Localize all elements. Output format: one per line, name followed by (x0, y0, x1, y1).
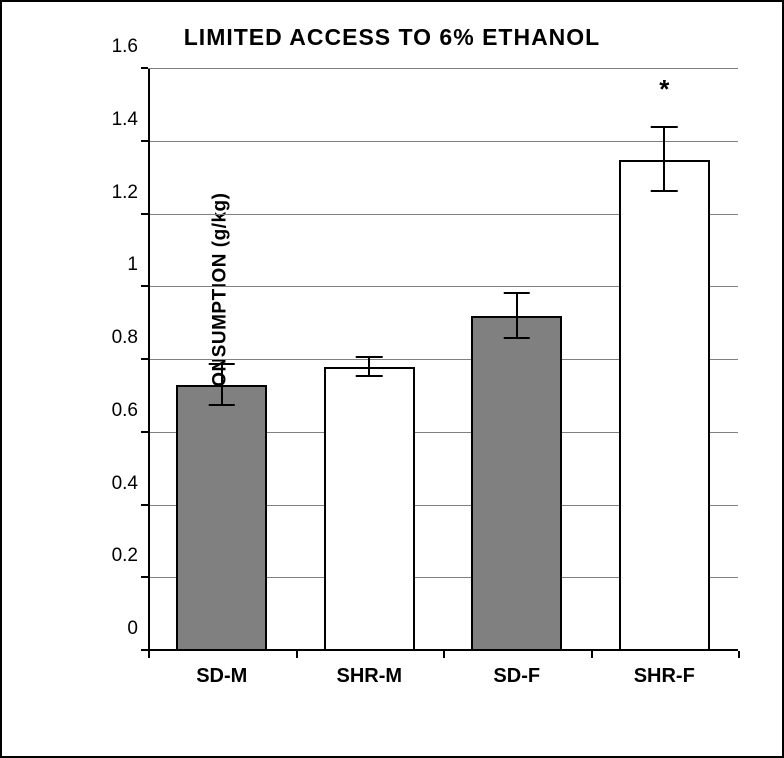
x-tick-mark (443, 651, 445, 658)
y-tick-mark (141, 431, 148, 433)
y-tick-label: 0.2 (112, 545, 138, 567)
error-bar-cap (651, 126, 678, 128)
x-category-label: SHR-F (634, 665, 695, 688)
x-tick-mark (738, 651, 740, 658)
y-tick-label: 0.6 (112, 400, 138, 422)
plot-area: 00.20.40.60.811.21.41.6SD-MSHR-MSD-FSHR-… (148, 69, 738, 651)
y-tick-label: 1.4 (112, 109, 138, 131)
bar (471, 316, 562, 651)
error-bar-stem (663, 128, 665, 191)
error-bar-stem (221, 365, 223, 406)
error-bar-cap (208, 404, 235, 406)
grid-line (148, 68, 738, 69)
significance-marker: * (659, 74, 669, 105)
y-tick-mark (141, 285, 148, 287)
y-tick-mark (141, 140, 148, 142)
chart-frame: LIMITED ACCESS TO 6% ETHANOL MEAN ETHANO… (0, 0, 784, 758)
grid-line (148, 141, 738, 142)
error-bar-cap (503, 292, 530, 294)
y-tick-label: 0.4 (112, 473, 138, 495)
y-tick-mark (141, 67, 148, 69)
y-tick-label: 1.6 (112, 36, 138, 58)
y-tick-mark (141, 213, 148, 215)
bar (324, 367, 415, 651)
error-bar-stem (516, 294, 518, 339)
y-tick-label: 1 (127, 254, 138, 276)
y-tick-label: 0 (127, 618, 138, 640)
x-category-label: SD-M (196, 665, 247, 688)
error-bar-cap (503, 337, 530, 339)
bar (619, 160, 710, 651)
error-bar-cap (651, 190, 678, 192)
y-tick-mark (141, 358, 148, 360)
error-bar-cap (356, 356, 383, 358)
x-tick-mark (148, 651, 150, 658)
y-tick-label: 1.2 (112, 182, 138, 204)
y-tick-mark (141, 649, 148, 651)
error-bar-cap (208, 363, 235, 365)
x-category-label: SHR-M (336, 665, 402, 688)
y-tick-mark (141, 504, 148, 506)
x-axis-line (148, 649, 738, 651)
y-tick-mark (141, 576, 148, 578)
x-category-label: SD-F (493, 665, 540, 688)
x-tick-mark (591, 651, 593, 658)
y-tick-label: 0.8 (112, 327, 138, 349)
error-bar-cap (356, 375, 383, 377)
chart-body: MEAN ETHANOL CONSUMPTION (g/kg) 00.20.40… (88, 59, 758, 699)
x-tick-mark (296, 651, 298, 658)
bar (176, 385, 267, 651)
y-axis-line (148, 69, 150, 651)
